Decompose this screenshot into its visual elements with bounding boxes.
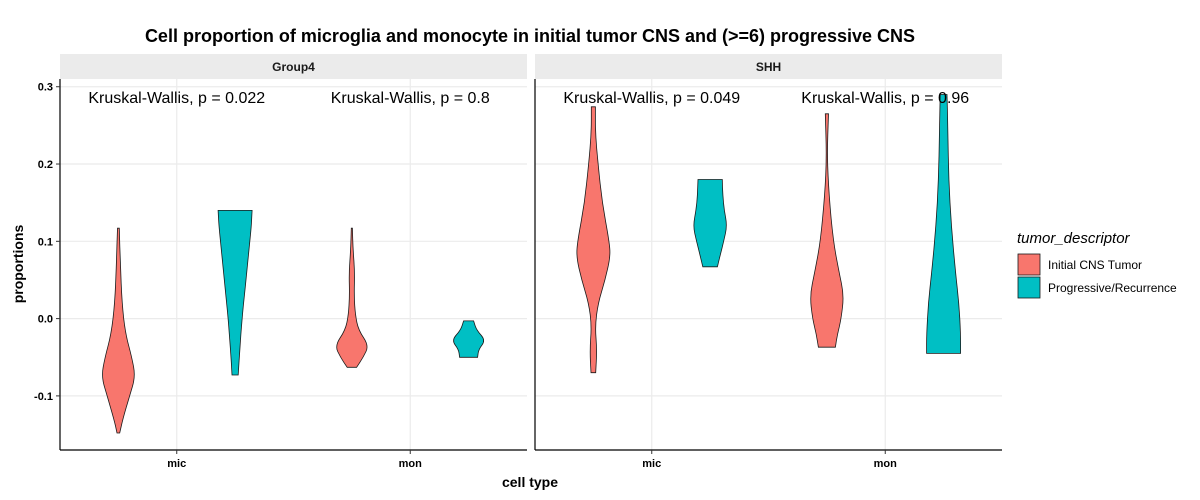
facet-strip [60, 54, 527, 79]
kruskal-wallis-annotation: Kruskal-Wallis, p = 0.96 [801, 90, 969, 107]
x-tick-label: mic [167, 458, 186, 470]
violin-mic-initial [102, 227, 135, 434]
y-tick-label: 0.3 [38, 82, 53, 94]
violin-mon-initial [336, 227, 368, 368]
facet-strip-label: Group4 [272, 60, 315, 74]
violin-mon-progressive [926, 94, 961, 354]
x-tick-label: mon [874, 458, 898, 470]
y-tick-label: 0.1 [38, 236, 53, 248]
chart-title: Cell proportion of microglia and monocyt… [145, 26, 915, 46]
violin-mic-initial [576, 106, 611, 374]
violin-mon-progressive [453, 320, 484, 358]
violin-mic-progressive [217, 210, 253, 376]
legend-label: Progressive/Recurrence [1048, 281, 1177, 295]
y-axis-title: proportions [10, 225, 26, 304]
y-tick-label: -0.1 [34, 391, 53, 403]
panel-shh: SHH Kruskal-Wallis, p = 0.049 Kruskal-Wall… [534, 54, 1002, 470]
kruskal-wallis-annotation: Kruskal-Wallis, p = 0.8 [331, 90, 490, 107]
x-axis-title: cell type [502, 474, 558, 490]
panel-group4: Group4 Kruskal-Wallis, p = 0.022 Kruskal-W… [34, 54, 527, 470]
legend-title: tumor_descriptor [1017, 230, 1131, 247]
y-tick-label: 0.0 [38, 314, 53, 326]
x-tick-label: mic [642, 458, 661, 470]
violin-mic-progressive [693, 179, 727, 268]
y-tick-label: 0.2 [38, 159, 53, 171]
violin-mon-initial [810, 113, 844, 348]
legend-label: Initial CNS Tumor [1048, 258, 1142, 272]
kruskal-wallis-annotation: Kruskal-Wallis, p = 0.049 [563, 90, 740, 107]
legend-key [1017, 276, 1041, 299]
facet-strip [535, 54, 1002, 79]
x-tick-label: mon [399, 458, 423, 470]
legend: tumor_descriptor Initial CNS Tumor Progre… [1017, 230, 1177, 299]
kruskal-wallis-annotation: Kruskal-Wallis, p = 0.022 [88, 90, 265, 107]
facet-strip-label: SHH [756, 60, 781, 74]
legend-key [1017, 253, 1041, 276]
